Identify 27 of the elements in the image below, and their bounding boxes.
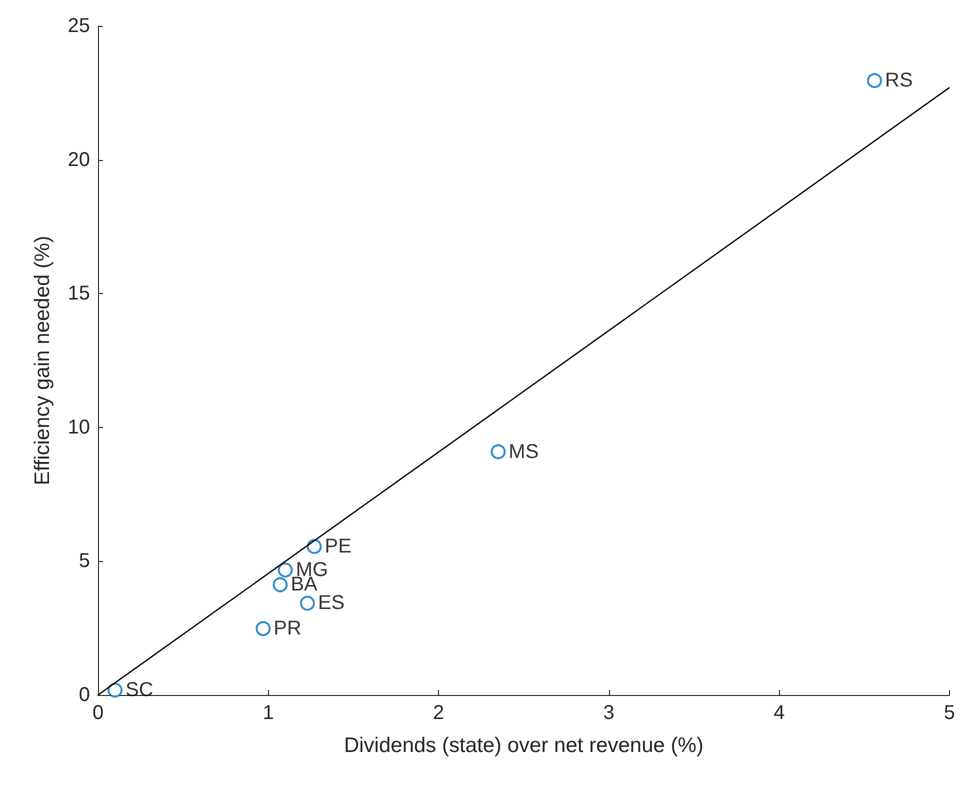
y-tick-label: 5 [78, 550, 90, 572]
x-tick-label: 1 [262, 702, 274, 724]
y-tick-label: 15 [68, 282, 90, 305]
point [306, 538, 322, 554]
point [867, 73, 882, 88]
x-tick-label: 0 [92, 702, 104, 724]
point [256, 621, 271, 636]
x-axis-title: Dividends (state) over net revenue (%) [344, 734, 704, 757]
point [300, 596, 315, 611]
y-axis-title: Efficiency gain needed (%) [31, 236, 54, 486]
y-tick-label: 10 [68, 416, 90, 438]
y-tick-label: 0 [78, 684, 90, 706]
point [278, 562, 293, 578]
data-label: PR [274, 618, 302, 640]
y-tick-label: 25 [68, 15, 90, 37]
data-label: MS [508, 440, 539, 463]
x-tick-label: 4 [774, 702, 785, 724]
point [490, 444, 506, 460]
point [272, 577, 288, 592]
data-label: RS [885, 70, 913, 92]
x-tick-label: 2 [433, 702, 444, 724]
point [108, 682, 123, 698]
x-tick-label: 5 [944, 702, 955, 724]
data-label: ES [318, 592, 345, 614]
data-label: PE [324, 535, 352, 558]
x-tick-label: 3 [603, 702, 614, 724]
y-tick-label: 20 [68, 148, 90, 171]
